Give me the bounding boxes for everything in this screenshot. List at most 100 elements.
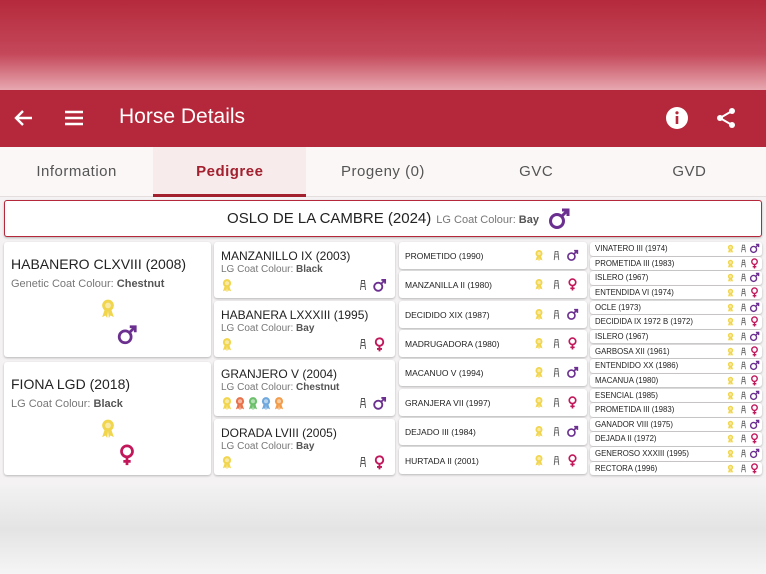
coat-value: Bay: [296, 441, 315, 452]
award-icon: [727, 244, 734, 253]
status-icon: [741, 274, 746, 282]
ancestor-card[interactable]: HURTADA II (2001): [399, 447, 587, 475]
horse-name: GRANJERO V (2004): [221, 367, 338, 381]
horse-name: DEJADO III (1984): [405, 426, 476, 437]
status-icon: [741, 391, 746, 399]
status-icon: [360, 280, 366, 291]
status-icon: [360, 398, 366, 409]
award-icon: [535, 337, 543, 349]
tab[interactable]: Information: [36, 163, 117, 180]
ancestor-card[interactable]: MADRUGADORA (1980): [399, 329, 587, 357]
female-icon: [568, 337, 577, 350]
horse-name: HABANERA LXXXIII (1995): [221, 308, 369, 322]
status-icon: [553, 338, 560, 349]
status-icon: [360, 457, 366, 468]
menu-button[interactable]: [62, 106, 86, 130]
award-icon: [727, 332, 734, 341]
male-icon: [373, 278, 387, 292]
grandparent-card[interactable]: MANZANILLO IX (2003) LG Coat Colour: Blac…: [214, 242, 395, 298]
ancestor-card[interactable]: MACANUO V (1994): [399, 359, 587, 387]
back-button[interactable]: [12, 106, 36, 130]
horse-name: MANZANILLA II (1980): [405, 280, 492, 291]
ancestor-row[interactable]: ENTENDIDO XX (1986): [590, 359, 762, 373]
grandparent-card[interactable]: HABANERA LXXXIII (1995) LG Coat Colour: B…: [214, 301, 395, 357]
horse-name: DEJADA II (1972): [595, 434, 657, 444]
coat-label: LG Coat Colour:: [221, 441, 294, 452]
coat-value: Chestnut: [296, 382, 340, 393]
ancestor-row[interactable]: ISLERO (1967): [590, 329, 762, 344]
blurred-bottom: [0, 485, 766, 574]
horse-name: GARBOSA XII (1961): [595, 346, 670, 356]
horse-name: ISLERO (1967): [595, 331, 649, 341]
share-button[interactable]: [714, 106, 738, 130]
ancestor-card[interactable]: MANZANILLA II (1980): [399, 271, 587, 299]
status-icon: [741, 464, 746, 473]
award-icon: [727, 420, 734, 429]
info-button[interactable]: [665, 106, 689, 130]
female-icon: [751, 375, 758, 386]
tab-bar: [0, 147, 766, 197]
horse-name: ENTENDIDO XX (1986): [595, 361, 679, 371]
male-icon: [749, 243, 760, 254]
horse-name: RECTORA (1996): [595, 463, 658, 473]
horse-name: MACANUA (1980): [595, 375, 659, 385]
coat-label: LG Coat Colour:: [436, 214, 516, 226]
ancestor-row[interactable]: ESENCIAL (1985): [590, 388, 762, 402]
ancestor-card[interactable]: GRANJERA VII (1997): [399, 388, 587, 416]
status-icon: [741, 318, 746, 326]
award-icon: [222, 397, 232, 410]
grandparent-card[interactable]: GRANJERO V (2004) LG Coat Colour: Chestnu…: [214, 360, 395, 416]
female-icon: [751, 257, 758, 269]
male-icon: [749, 331, 760, 341]
tab[interactable]: GVC: [519, 163, 554, 180]
ancestor-row[interactable]: ISLERO (1967): [590, 271, 762, 285]
coat-value: Chestnut: [116, 278, 165, 290]
ancestor-card[interactable]: DEJADO III (1984): [399, 417, 587, 445]
status-icon: [553, 397, 560, 407]
horse-name: MACANUO V (1994): [405, 368, 484, 379]
coat: Genetic Coat Colour: Chestnut: [11, 278, 164, 290]
award-icon: [102, 299, 114, 318]
female-icon: [751, 404, 758, 415]
coat-label: Genetic Coat Colour:: [11, 278, 114, 290]
status-icon: [741, 259, 746, 267]
horse-name: GRANJERA VII (1997): [405, 397, 491, 408]
parent-card[interactable]: FIONA LGD (2018) LG Coat Colour: Black: [4, 362, 211, 475]
coat-label: LG Coat Colour:: [11, 398, 91, 410]
ancestor-row[interactable]: ENTENDIDA VI (1974): [590, 285, 762, 300]
award-icon: [235, 397, 245, 410]
award-icon: [727, 288, 734, 297]
ancestor-row[interactable]: GANADOR VIII (1975): [590, 417, 762, 432]
ancestor-row[interactable]: RECTORA (1996): [590, 461, 762, 476]
award-icon: [727, 391, 734, 400]
status-icon: [741, 405, 746, 414]
award-icon: [535, 308, 543, 320]
award-icon: [261, 397, 271, 410]
horse-name: ISLERO (1967): [595, 273, 649, 283]
grandparent-card[interactable]: DORADA LVIII (2005) LG Coat Colour: Bay: [214, 419, 395, 475]
coat-value: Bay: [518, 214, 539, 226]
status-icon: [741, 303, 746, 311]
ancestor-row[interactable]: DEJADA II (1972): [590, 432, 762, 446]
ancestor-row[interactable]: VINATERO III (1974): [590, 242, 762, 256]
status-icon: [741, 435, 746, 443]
ancestor-row[interactable]: OCLE (1973): [590, 300, 762, 315]
ancestor-row[interactable]: GARBOSA XII (1961): [590, 344, 762, 359]
female-icon: [751, 345, 758, 357]
ancestor-row[interactable]: DECIDIDA IX 1972 B (1972): [590, 315, 762, 329]
ancestor-row[interactable]: GENEROSO XXXIII (1995): [590, 447, 762, 461]
parent-card[interactable]: HABANERO CLXVIII (2008) Genetic Coat Colo…: [4, 242, 211, 357]
award-icon: [535, 250, 543, 261]
tab[interactable]: Progeny (0): [341, 163, 425, 180]
ancestor-card[interactable]: PROMETIDO (1990): [399, 242, 587, 269]
ancestor-card[interactable]: DECIDIDO XIX (1987): [399, 300, 587, 328]
ancestor-row[interactable]: PROMETIDA III (1983): [590, 403, 762, 417]
horse-name: PROMETIDA III (1983): [595, 258, 675, 268]
award-icon: [727, 376, 734, 385]
male-icon: [567, 308, 579, 320]
ancestor-row[interactable]: MACANUA (1980): [590, 373, 762, 388]
horse-card: OSLO DE LA CAMBRE (2024) LG Coat Colour: B…: [4, 200, 762, 237]
ancestor-row[interactable]: PROMETIDA III (1983): [590, 256, 762, 271]
tab[interactable]: Pedigree: [153, 147, 307, 197]
tab[interactable]: GVD: [672, 163, 707, 180]
